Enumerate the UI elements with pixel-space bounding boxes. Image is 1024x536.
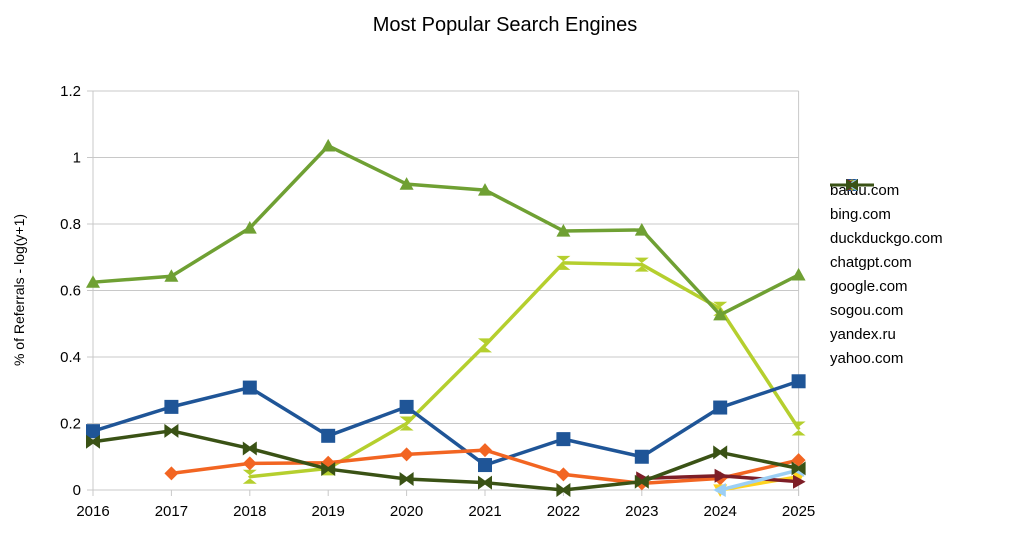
- legend-item: google.com: [830, 179, 943, 298]
- legend-label: sogou.com: [830, 301, 904, 319]
- series-sogou-com: [636, 468, 806, 489]
- bowtie-marker-icon: [846, 179, 858, 191]
- square-marker-icon: [478, 458, 492, 473]
- square-marker-icon: [242, 380, 257, 395]
- hourglass-marker-icon: [791, 421, 806, 436]
- square-marker-icon: [791, 374, 806, 389]
- triangle-up-marker-icon: [478, 183, 492, 196]
- bowtie-marker-icon: [164, 423, 179, 438]
- legend-item: sogou.com: [830, 179, 943, 322]
- square-marker-icon: [634, 449, 649, 464]
- series-line: [92, 379, 800, 467]
- triangle-up-marker-icon: [634, 222, 649, 236]
- bowtie-marker-icon: [713, 445, 728, 460]
- legend-swatch-icon: [830, 179, 874, 191]
- series-google-com: [86, 138, 806, 321]
- square-marker-icon: [321, 428, 336, 443]
- data-series: [86, 138, 806, 497]
- triangle-up-marker-icon: [556, 223, 571, 237]
- bowtie-marker-icon: [399, 472, 414, 487]
- x-tick-label: 2021: [468, 503, 501, 520]
- bowtie-marker-icon: [791, 461, 806, 476]
- y-tick-label: 0: [73, 482, 81, 499]
- square-marker-icon: [713, 400, 728, 415]
- series-line: [92, 144, 800, 317]
- legend-item: bing.com: [830, 179, 943, 226]
- hourglass-marker-icon: [242, 469, 257, 484]
- legend-label: yahoo.com: [830, 349, 904, 367]
- x-tick-label: 2016: [76, 503, 109, 520]
- x-tick-label: 2023: [625, 503, 658, 520]
- square-marker-icon: [86, 424, 100, 439]
- y-tick-label: 1: [73, 150, 81, 167]
- diamond-marker-icon: [399, 447, 414, 462]
- triangle-right-marker-icon: [714, 468, 728, 483]
- y-axis-label: % of Referrals - log(y+1): [11, 214, 27, 366]
- legend-label: bing.com: [830, 205, 891, 223]
- hourglass-marker-icon: [556, 255, 571, 270]
- square-marker-icon: [556, 432, 571, 447]
- bowtie-marker-icon: [242, 441, 257, 456]
- legend: baidu.com bing.com duckduckgo.com chatgpt.c…: [830, 178, 943, 370]
- chart-title: Most Popular Search Engines: [372, 14, 638, 36]
- legend-label: chatgpt.com: [830, 253, 912, 271]
- hourglass-marker-icon: [399, 416, 414, 431]
- x-tick-label: 2022: [547, 503, 580, 520]
- diamond-marker-icon: [556, 467, 571, 482]
- triangle-left-marker-icon: [713, 483, 726, 497]
- bowtie-marker-icon: [86, 434, 100, 449]
- legend-label: yandex.ru: [830, 325, 896, 343]
- x-tick-label: 2019: [312, 503, 345, 520]
- series-line: [719, 468, 800, 492]
- legend-item: yahoo.com: [830, 179, 943, 370]
- diamond-marker-icon: [164, 466, 179, 481]
- x-tick-label: 2024: [704, 503, 737, 520]
- bowtie-marker-icon: [556, 483, 571, 497]
- diamond-marker-icon: [478, 443, 492, 458]
- square-marker-icon: [164, 399, 179, 414]
- hourglass-marker-icon: [478, 338, 492, 353]
- gridlines: [87, 90, 800, 496]
- triangle-up-marker-icon: [242, 220, 257, 234]
- diamond-marker-icon: [242, 456, 257, 471]
- square-marker-icon: [399, 399, 414, 414]
- hourglass-marker-icon: [634, 257, 649, 272]
- legend-item: yandex.ru: [830, 179, 943, 346]
- diamond-marker-icon: [791, 453, 806, 468]
- x-tick-label: 2025: [782, 503, 815, 520]
- triangle-up-marker-icon: [164, 269, 179, 282]
- y-tick-label: 1.2: [60, 83, 81, 100]
- series-line: [249, 261, 801, 479]
- bowtie-marker-icon: [634, 474, 649, 489]
- x-tick-label: 2017: [155, 503, 188, 520]
- legend-item: duckduckgo.com: [830, 179, 943, 250]
- series-line: [92, 429, 799, 492]
- axes: 0 0.2 0.4 0.6 0.8 1 1.2 2016 2017 2018 2019 2020 202…: [60, 83, 815, 520]
- triangle-right-marker-icon: [793, 474, 806, 489]
- bowtie-marker-icon: [321, 462, 336, 477]
- y-tick-label: 0.8: [60, 216, 81, 233]
- legend-item: chatgpt.com: [830, 180, 943, 274]
- x-tick-label: 2020: [390, 503, 423, 520]
- series-bing-com: [86, 374, 806, 473]
- triangle-up-marker-icon: [321, 138, 336, 152]
- y-tick-label: 0.2: [60, 416, 81, 433]
- triangle-up-marker-icon: [86, 275, 100, 288]
- x-tick-label: 2018: [233, 503, 266, 520]
- triangle-up-marker-icon: [791, 267, 806, 281]
- bowtie-marker-icon: [478, 475, 492, 490]
- legend-label: google.com: [830, 277, 908, 295]
- y-tick-label: 0.6: [60, 283, 81, 300]
- triangle-up-marker-icon: [399, 177, 414, 190]
- triangle-up-marker-icon: [713, 307, 728, 321]
- legend-label: duckduckgo.com: [830, 229, 943, 247]
- series-yahoo-com: [86, 423, 806, 497]
- y-tick-label: 0.4: [60, 349, 81, 366]
